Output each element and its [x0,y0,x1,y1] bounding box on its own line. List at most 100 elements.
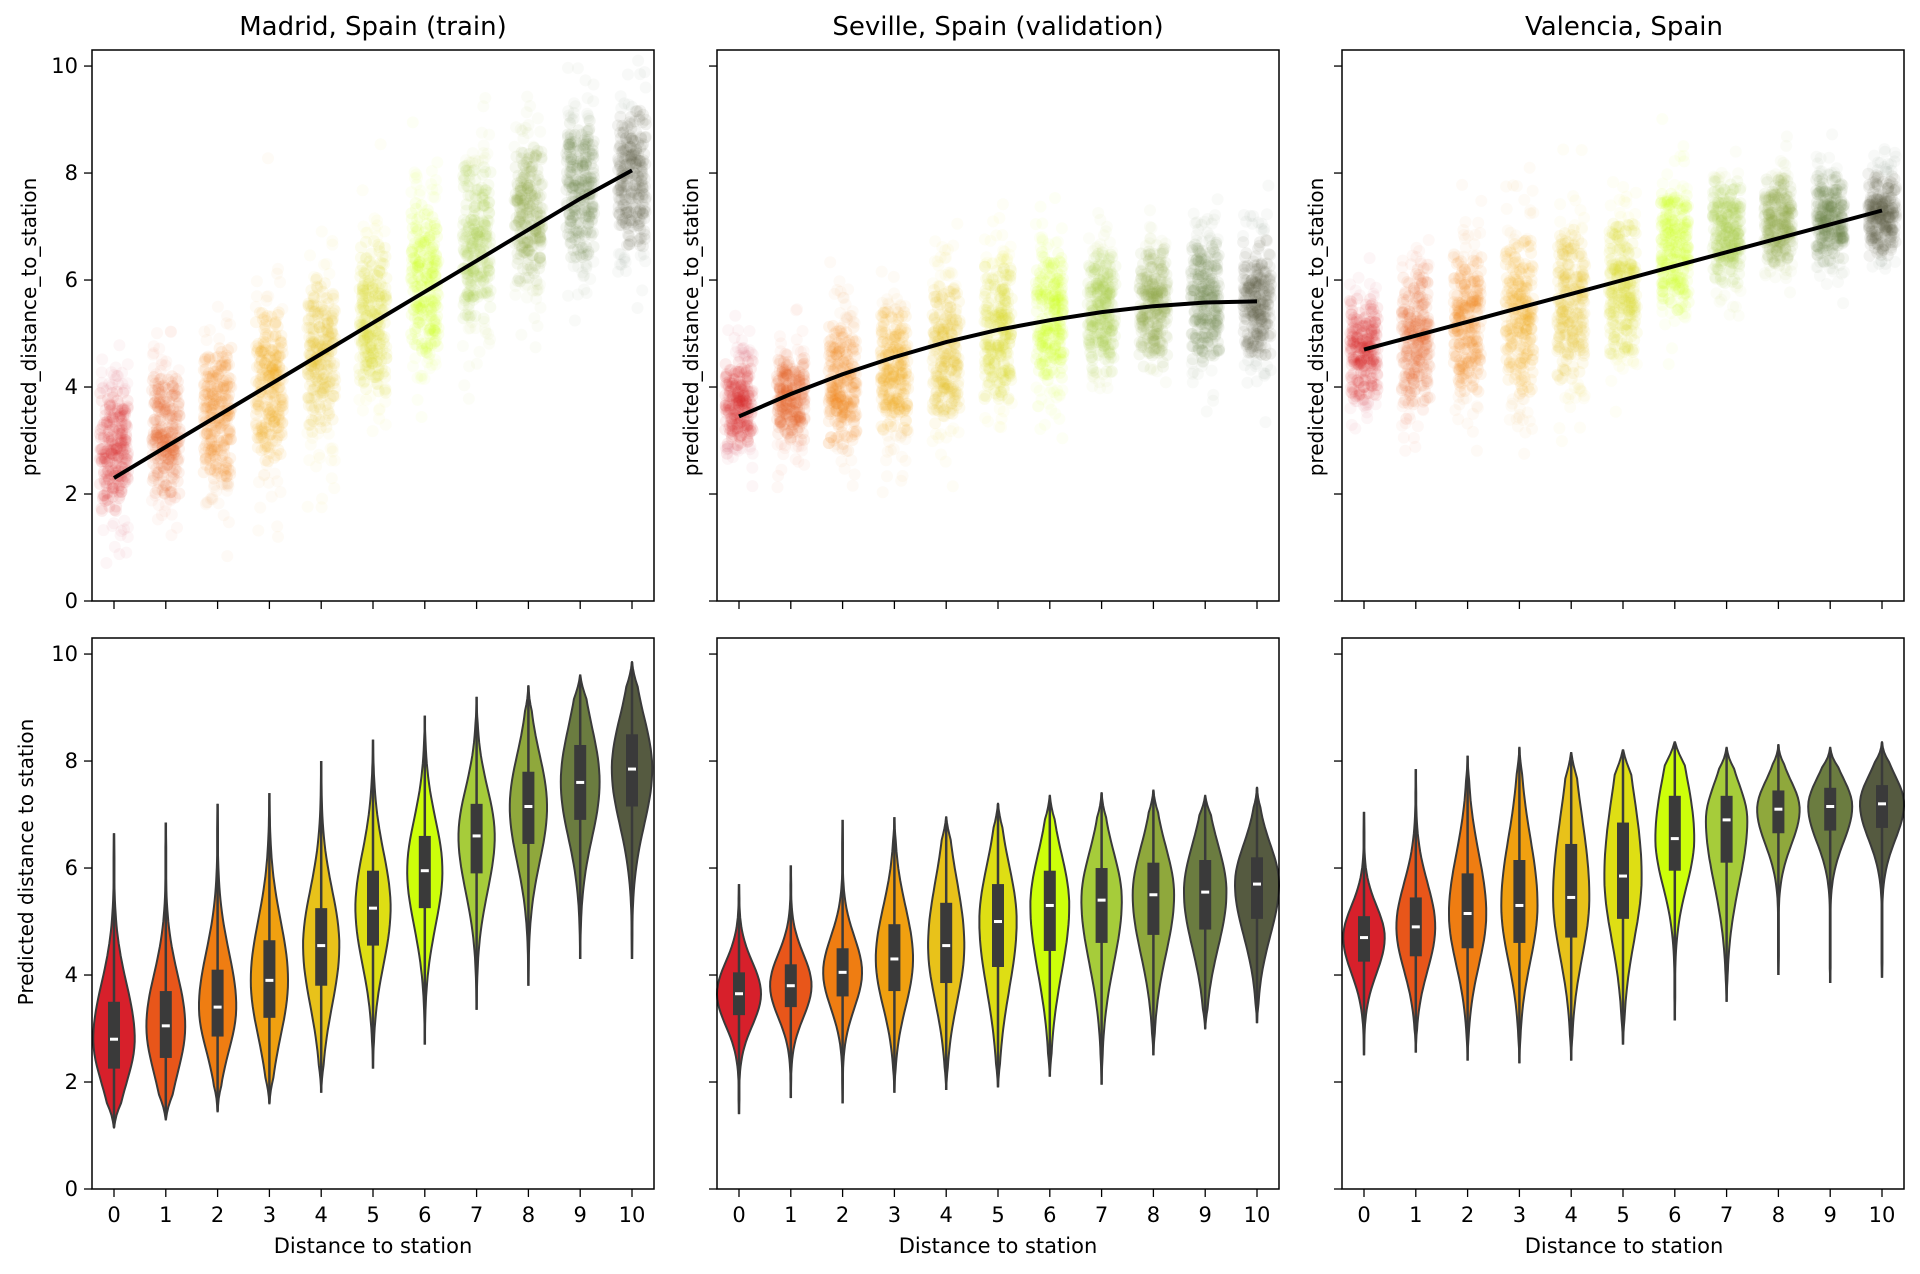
strip-point [415,411,428,423]
strip-point [165,376,178,389]
strip-point [102,465,115,478]
strip-point [171,408,183,421]
strip-point [205,443,218,456]
strip-point [221,380,234,393]
strip-point [207,393,220,406]
strip-point [170,464,183,477]
strip-point [117,439,129,452]
strip-point [220,317,233,330]
strip-point [836,442,849,455]
strip-point [218,416,231,429]
strip-point [211,382,224,395]
strip-point [303,418,316,431]
strip-point [116,474,129,487]
strip-point [221,424,234,437]
strip-point [220,349,233,362]
strip-point [206,403,219,416]
strip-point [210,458,222,471]
strip-point [159,498,172,511]
strip-point [151,432,164,444]
y-axis-label-top-madrid: predicted_distance_to_station [17,178,41,477]
strip-point [148,397,160,410]
strip-point [154,388,167,401]
strip-point [114,411,127,424]
y-axis-label-top-seville: predicted_distance_to_station [679,178,703,477]
strip-point [200,396,213,409]
strip-point [876,486,889,499]
strip-point [461,179,474,192]
strip-point [794,345,807,358]
strip-point [119,476,132,489]
strip-point [168,463,181,476]
strip-point [209,390,222,403]
strip-point [148,413,161,426]
strip-point [155,429,168,442]
strip-point [110,500,123,513]
strip-point [264,351,277,364]
strip-point [107,443,120,456]
strip-point [199,353,212,366]
strip-point [261,401,274,414]
strip-point [265,310,278,323]
strip-point [828,287,841,300]
strip-point [197,393,210,406]
strip-point [198,389,211,402]
strip-point [121,473,134,485]
strip-point [723,399,736,412]
strip-point [209,443,222,456]
strip-point [207,445,220,458]
strip-point [636,207,649,220]
strip-point [209,365,222,378]
strip-point [111,427,124,440]
strip-point [166,420,179,433]
strip-point [639,81,652,94]
strip-point [315,387,328,400]
strip-point [95,394,108,407]
strip-point [217,375,230,387]
strip-point [106,477,119,490]
strip-point [118,384,131,397]
strip-point [566,113,579,126]
strip-point [929,417,942,430]
strip-point [121,420,133,433]
strip-point [215,346,228,358]
strip-point [153,476,165,489]
strip-point [98,475,111,488]
strip-point [222,433,235,446]
strip-point [113,422,126,435]
strip-point [169,491,182,504]
strip-point [159,430,171,443]
strip-point [157,435,170,447]
strip-point [411,241,424,254]
strip-point [100,418,113,431]
y-tick-label: 2 [65,482,78,506]
strip-point [157,476,170,489]
strip-point [116,403,129,416]
strip-point [150,399,163,412]
strip-point [147,340,160,353]
strip-point [952,359,965,372]
strip-point [779,402,792,415]
strip-point [271,475,284,488]
strip-point [219,392,232,405]
strip-point [212,422,225,435]
strip-point [824,256,837,269]
strip-point [217,382,230,394]
strip-point [96,489,109,502]
strip-point [108,449,120,461]
strip-point [212,362,224,375]
strip-point [371,230,384,243]
strip-point [112,397,125,410]
strip-point [164,325,177,338]
strip-point [118,409,131,422]
strip-point [262,152,274,165]
strip-point [163,395,176,408]
strip-point [115,444,128,457]
strip-point [118,404,131,417]
strip-point [212,368,225,381]
strip-point [204,493,217,505]
strip-point [166,418,179,431]
strip-point [252,524,265,537]
strip-point [211,369,224,382]
strip-point [159,381,172,394]
